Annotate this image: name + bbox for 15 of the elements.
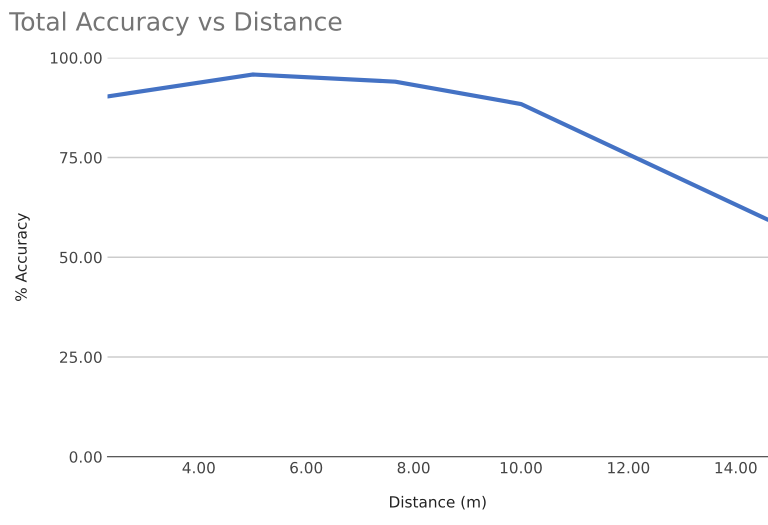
y-tick-label: 50.00 bbox=[60, 252, 102, 264]
chart-title: Total Accuracy vs Distance bbox=[9, 12, 342, 36]
y-tick-label: 0.00 bbox=[70, 451, 102, 463]
y-axis-title: % Accuracy bbox=[15, 213, 30, 301]
x-tick-label: 10.00 bbox=[500, 462, 542, 474]
x-tick-label: 4.00 bbox=[182, 462, 215, 474]
y-tick-label: 25.00 bbox=[60, 351, 102, 364]
y-tick-label: 75.00 bbox=[60, 152, 102, 164]
x-tick-label: 8.00 bbox=[398, 462, 430, 474]
x-tick-label: 12.00 bbox=[608, 462, 650, 474]
x-tick-label: 14.00 bbox=[716, 462, 757, 474]
line-series bbox=[108, 72, 768, 222]
x-axis-title: Distance (m) bbox=[390, 496, 486, 510]
x-tick-label: 6.00 bbox=[290, 462, 322, 474]
y-tick-label: 100.00 bbox=[50, 52, 102, 64]
